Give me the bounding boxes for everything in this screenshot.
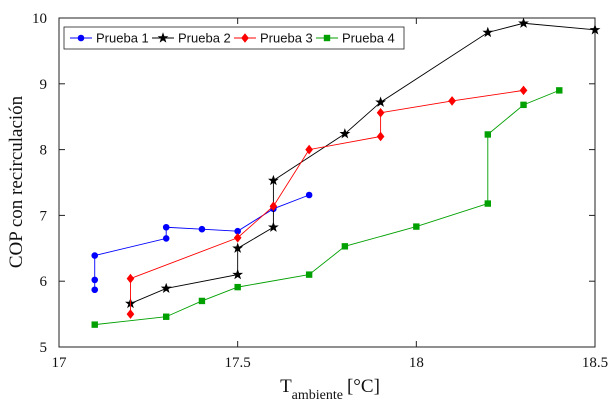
y-tick-label: 7 bbox=[40, 208, 48, 224]
x-tick-label: 17 bbox=[52, 355, 68, 371]
data-point bbox=[589, 24, 601, 35]
data-point bbox=[126, 273, 135, 284]
data-point bbox=[232, 268, 244, 280]
y-tick-label: 6 bbox=[40, 274, 48, 290]
data-point bbox=[233, 232, 242, 243]
data-point bbox=[91, 252, 99, 259]
legend-label: Prueba 4 bbox=[342, 31, 395, 46]
y-axis-label: COP con recirculación bbox=[6, 95, 27, 268]
y-tick-label: 5 bbox=[40, 340, 48, 356]
data-point bbox=[484, 131, 492, 138]
series-line bbox=[130, 89, 524, 315]
legend-item: Prueba 1 bbox=[70, 31, 149, 46]
legend-marker bbox=[157, 32, 169, 43]
data-point bbox=[267, 174, 279, 186]
data-point bbox=[339, 128, 351, 139]
data-point bbox=[556, 87, 563, 94]
data-point bbox=[305, 191, 313, 199]
data-point bbox=[341, 243, 349, 250]
legend-item: Prueba 2 bbox=[152, 31, 231, 46]
legend-item: Prueba 4 bbox=[316, 31, 395, 46]
series-2 bbox=[125, 17, 601, 309]
data-point bbox=[163, 313, 170, 320]
x-axis-label-unit: [°C] bbox=[347, 376, 380, 397]
data-point bbox=[375, 96, 387, 107]
x-tick-label: 17.5 bbox=[225, 355, 251, 371]
data-point bbox=[482, 26, 494, 38]
data-point bbox=[376, 107, 385, 118]
data-point bbox=[232, 242, 244, 253]
data-point bbox=[162, 235, 170, 242]
data-point bbox=[519, 85, 528, 96]
data-point bbox=[484, 200, 492, 207]
legend-marker bbox=[323, 34, 331, 42]
data-point bbox=[269, 201, 278, 211]
series-line bbox=[94, 194, 310, 290]
data-point bbox=[91, 276, 99, 284]
legend-label: Prueba 2 bbox=[178, 31, 231, 46]
plot-area-border bbox=[58, 17, 596, 348]
legend-label: Prueba 3 bbox=[260, 31, 313, 46]
data-point bbox=[518, 17, 529, 28]
data-point bbox=[198, 225, 206, 233]
data-point bbox=[91, 321, 98, 328]
data-point bbox=[91, 286, 99, 294]
data-point bbox=[234, 283, 241, 291]
axis-ticks: 17 17.5 18 18.5 5 6 7 8 9 10 bbox=[32, 11, 608, 371]
data-point bbox=[376, 131, 385, 142]
x-tick-label: 18.5 bbox=[582, 355, 608, 371]
legend-item: Prueba 3 bbox=[234, 31, 313, 46]
series-4 bbox=[91, 87, 563, 328]
series-layer bbox=[91, 17, 601, 328]
x-tick-label: 18 bbox=[409, 355, 424, 371]
legend: Prueba 1 Prueba 2 Prueba 3 Prueba 4 bbox=[63, 26, 405, 50]
series-1 bbox=[91, 191, 313, 294]
y-tick-label: 10 bbox=[32, 11, 47, 27]
data-point bbox=[126, 309, 135, 319]
series-3 bbox=[126, 85, 528, 319]
x-axis-label-main: T bbox=[280, 376, 292, 397]
data-point bbox=[162, 223, 170, 231]
data-point bbox=[160, 282, 172, 294]
data-point bbox=[198, 297, 206, 305]
legend-label: Prueba 1 bbox=[96, 31, 149, 46]
series-line bbox=[130, 22, 596, 304]
y-tick-label: 8 bbox=[40, 143, 48, 159]
data-point bbox=[305, 271, 313, 278]
y-tick-label: 9 bbox=[40, 77, 48, 93]
x-axis-label-subscript: ambiente bbox=[292, 388, 343, 403]
data-point bbox=[520, 101, 527, 109]
legend-marker bbox=[77, 34, 85, 42]
data-point bbox=[305, 144, 313, 155]
plot-frame bbox=[58, 17, 596, 348]
legend-marker bbox=[241, 33, 249, 43]
data-point bbox=[267, 221, 279, 232]
x-axis-label: Tambiente [°C] bbox=[280, 376, 380, 403]
data-point bbox=[413, 223, 420, 230]
data-point bbox=[448, 96, 456, 106]
